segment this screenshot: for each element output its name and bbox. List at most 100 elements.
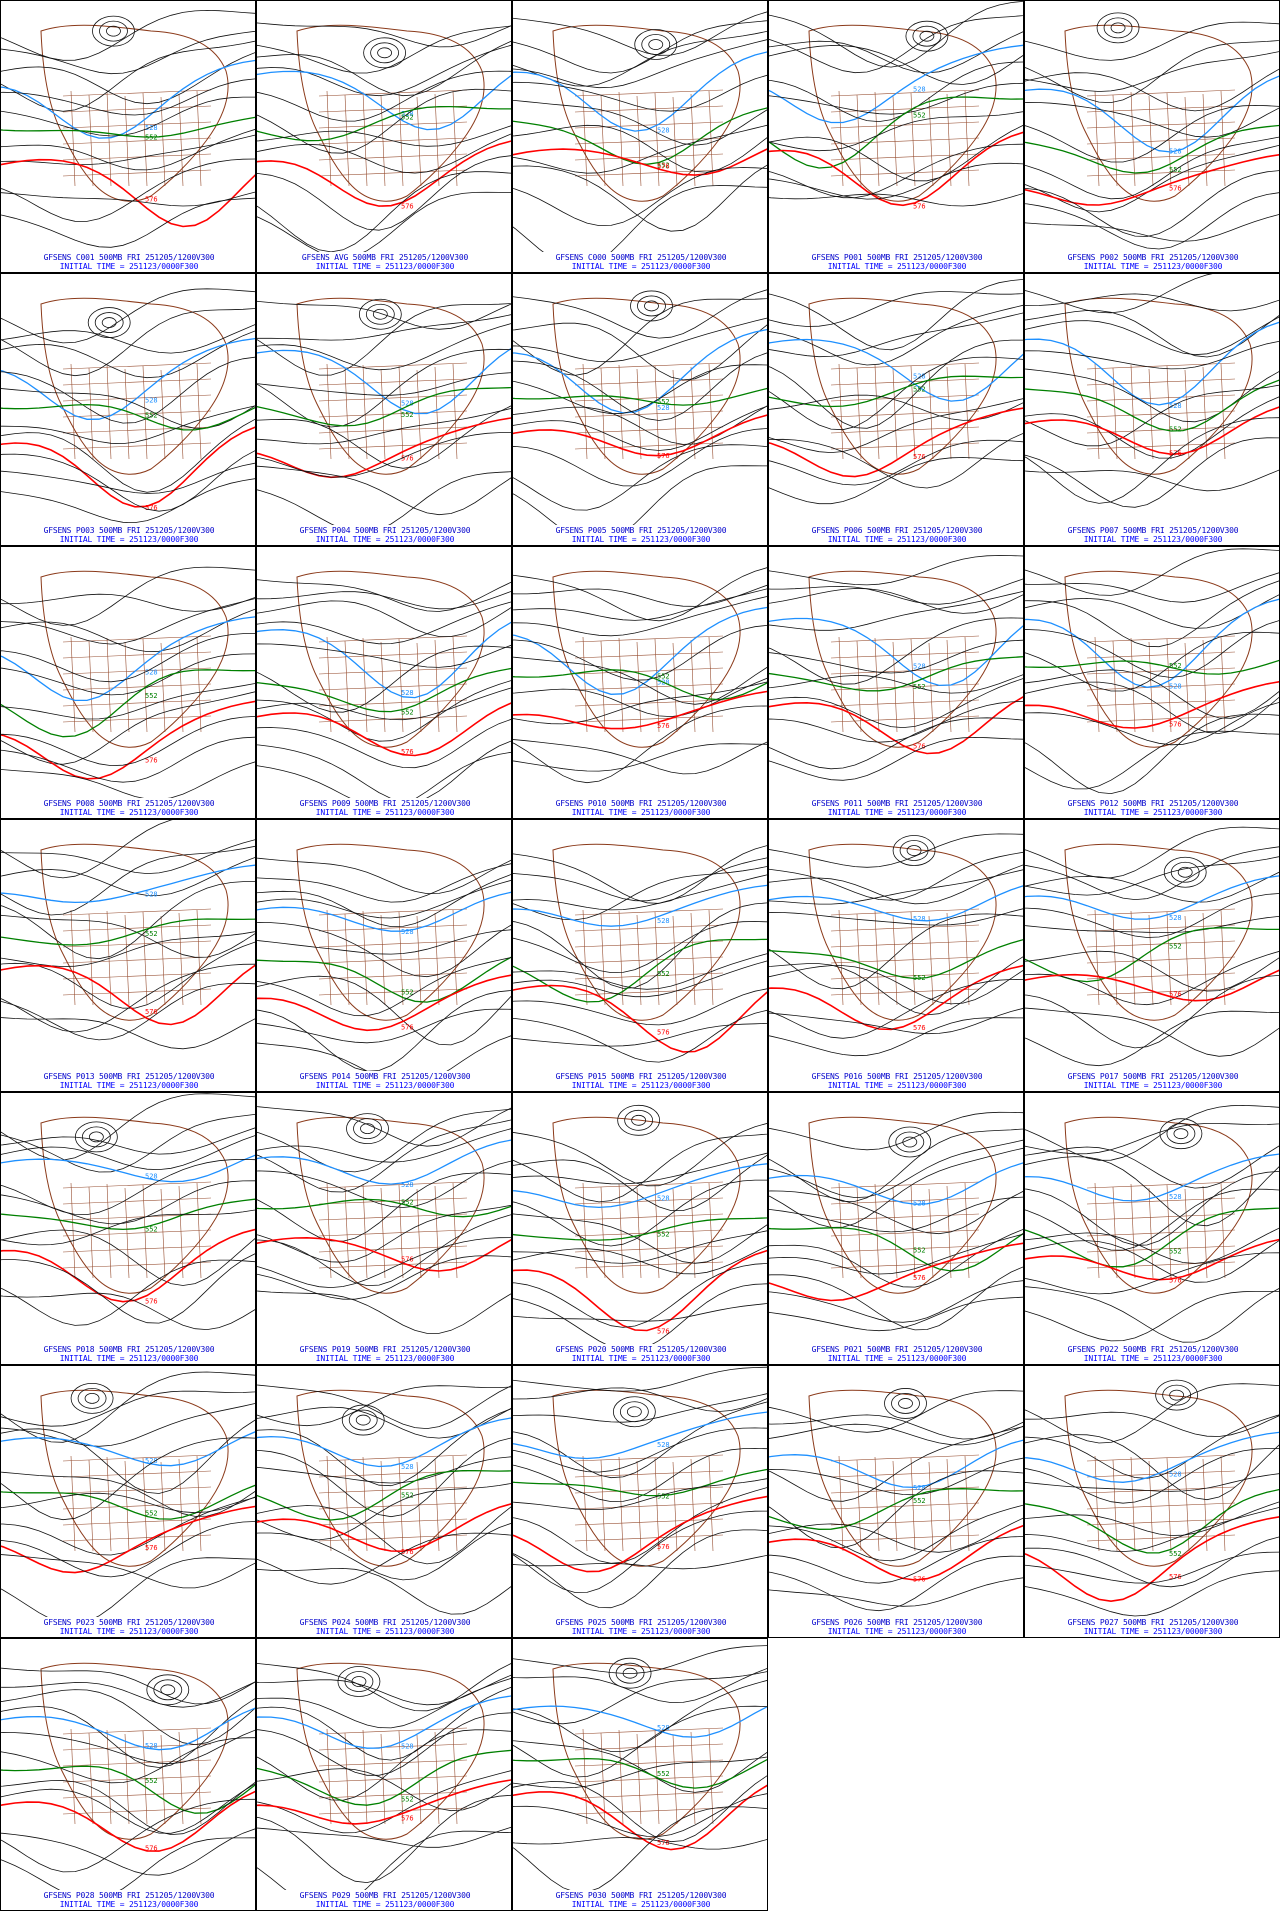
- contour-line: [1025, 950, 1279, 992]
- contour-line: [257, 1677, 511, 1729]
- contour-576: [1025, 153, 1279, 206]
- contour-line: [513, 1478, 767, 1510]
- closed-low-contour: [912, 25, 942, 47]
- contour-line: [769, 965, 1023, 1005]
- contour-label-528: 528: [145, 1173, 158, 1181]
- panel-initial-time: INITIAL TIME = 251123/0000F300: [59, 808, 199, 817]
- contour-label-528: 528: [145, 1742, 158, 1750]
- panel-initial-time: INITIAL TIME = 251123/0000F300: [59, 1900, 199, 1909]
- contour-line: [1, 40, 255, 112]
- continent-outline: [808, 843, 997, 1021]
- contour-552: [257, 386, 511, 427]
- height-map: 528 552 576: [769, 278, 1023, 505]
- contour-line: [769, 291, 1023, 327]
- contour-line: [769, 1190, 1023, 1235]
- contour-line: [769, 617, 1023, 685]
- panel-title: GFSENS C001 500MB FRI 251205/1200V300: [43, 253, 215, 262]
- state-boundaries: [574, 1727, 724, 1825]
- contour-label-576: 576: [657, 162, 670, 170]
- contour-label-552: 552: [401, 709, 414, 717]
- contour-552: [769, 939, 1023, 980]
- contour-line: [1025, 1507, 1279, 1553]
- height-map: 528 552 576: [257, 1662, 511, 1890]
- contour-line: [1025, 316, 1279, 356]
- closed-low-contour: [898, 1398, 913, 1409]
- panel-initial-time: INITIAL TIME = 251123/0000F300: [571, 1900, 711, 1909]
- height-map: 528 552 576: [1, 288, 255, 524]
- contour-label-528: 528: [913, 1200, 926, 1208]
- contour-label-552: 552: [145, 1510, 158, 1518]
- state-boundaries: [830, 1454, 980, 1552]
- contour-line: [1025, 1156, 1279, 1227]
- contour-552: [257, 667, 511, 713]
- contour-label-552: 552: [1169, 1247, 1182, 1255]
- contour-line: [769, 193, 1023, 207]
- continent-outline: [296, 1389, 485, 1567]
- closed-low-contour: [1159, 1118, 1203, 1150]
- state-boundaries: [830, 89, 980, 187]
- contour-line: [513, 845, 767, 904]
- contour-line: [769, 31, 1023, 74]
- ensemble-panel-p011: 528 552 576 GFSENS P011 500MB FRI 251205/12…: [768, 546, 1024, 819]
- contour-line: [257, 1160, 511, 1208]
- contour-line: [769, 1504, 1023, 1562]
- closed-low-contour: [370, 42, 400, 64]
- contour-line: [769, 736, 1023, 781]
- height-map: 528 552 576: [1, 9, 255, 248]
- contour-line: [513, 39, 767, 89]
- closed-low-contour: [1110, 22, 1126, 34]
- closed-low-contour: [81, 1126, 111, 1148]
- contour-label-576: 576: [1169, 1277, 1182, 1285]
- contour-label-576: 576: [401, 1023, 414, 1031]
- contour-line: [257, 1483, 511, 1541]
- contour-line: [257, 22, 511, 48]
- contour-line: [1, 683, 255, 720]
- contour-line: [1025, 1240, 1279, 1283]
- contour-line: [1025, 192, 1279, 250]
- contour-line: [1025, 871, 1279, 903]
- contour-line: [769, 1517, 1023, 1553]
- contour-576: [1, 700, 255, 780]
- contour-label-528: 528: [657, 404, 670, 412]
- contour-line: [257, 1106, 511, 1147]
- contour-label-528: 528: [913, 915, 926, 923]
- closed-low-contour: [1155, 1379, 1199, 1411]
- closed-low-contour: [84, 1392, 100, 1404]
- contour-line: [513, 465, 767, 525]
- closed-low-contour: [353, 1118, 382, 1140]
- contour-line: [769, 1017, 1023, 1057]
- contour-line: [1025, 293, 1279, 312]
- closed-low-contour: [644, 300, 659, 312]
- contour-label-552: 552: [401, 411, 414, 419]
- contour-528: [1025, 1153, 1279, 1202]
- contour-line: [257, 1674, 511, 1706]
- contour-line: [513, 567, 767, 622]
- height-map: 528 552 576: [769, 555, 1023, 781]
- contour-label-528: 528: [145, 890, 158, 898]
- ensemble-panel-p023: 528 552 576 GFSENS P023 500MB FRI 251205/12…: [0, 1365, 256, 1638]
- panel-initial-time: INITIAL TIME = 251123/0000F300: [315, 808, 455, 817]
- contour-label-552: 552: [913, 1497, 926, 1505]
- ensemble-panel-p005: 528 552 576 GFSENS P005 500MB FRI 251205/12…: [512, 273, 768, 546]
- contour-576: [1, 1505, 255, 1574]
- contour-line: [513, 624, 767, 681]
- contour-line: [1025, 681, 1279, 734]
- contour-label-528: 528: [657, 917, 670, 925]
- state-boundaries: [62, 635, 212, 733]
- contour-line: [769, 1111, 1023, 1151]
- contour-label-576: 576: [1169, 1573, 1182, 1581]
- contour-line: [513, 681, 767, 725]
- contour-552: [1, 1198, 255, 1231]
- contour-552: [257, 105, 511, 142]
- contour-line: [769, 1196, 1023, 1233]
- contour-line: [513, 1283, 767, 1344]
- panel-initial-time: INITIAL TIME = 251123/0000F300: [1083, 1081, 1223, 1090]
- contour-line: [1025, 274, 1213, 314]
- contour-line: [1025, 68, 1279, 112]
- contour-line: [1025, 1145, 1279, 1189]
- contour-line: [769, 61, 1023, 123]
- contour-line: [513, 164, 767, 232]
- height-map: 528 552 576: [1025, 1104, 1279, 1343]
- contour-528: [257, 70, 511, 131]
- panel-title: GFSENS P017 500MB FRI 251205/1200V300: [1067, 1072, 1239, 1081]
